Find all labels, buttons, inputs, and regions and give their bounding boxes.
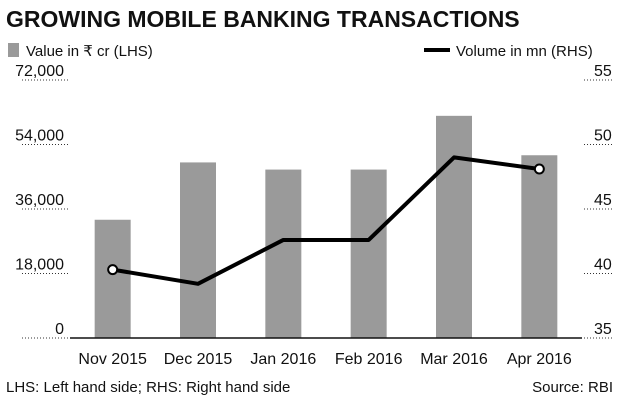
bar-dec-2015 [180, 162, 216, 338]
x-axis-tick-label: Mar 2016 [420, 351, 488, 368]
bar-feb-2016 [350, 169, 387, 338]
left-axis-tick-label: 72,000 [15, 63, 64, 80]
bar-jan-2016 [265, 169, 302, 338]
left-axis-tick-label: 18,000 [15, 257, 64, 274]
source-note: Source: RBI [532, 379, 613, 396]
x-axis-tick-label: Dec 2015 [164, 351, 233, 368]
legend-bar-swatch [8, 43, 19, 57]
legend-line-label: Volume in mn (RHS) [456, 43, 593, 60]
bar-mar-2016 [436, 115, 472, 338]
right-axis-tick-label: 40 [594, 257, 612, 274]
left-axis-tick-label: 36,000 [15, 192, 64, 209]
x-axis-tick-label: Apr 2016 [507, 351, 572, 368]
right-axis-tick-label: 55 [594, 63, 612, 80]
right-axis-tick-label: 35 [594, 321, 612, 338]
volume-point-marker [533, 163, 545, 175]
plot-area: 0 18,000 36,000 54,000 72,000 35 40 45 50 55 Nov 2… [15, 63, 612, 368]
left-axis-tick-label: 0 [55, 321, 64, 338]
x-axis-tick-label: Jan 2016 [250, 351, 316, 368]
right-axis-tick-label: 50 [594, 128, 612, 145]
legend: Value in ₹ cr (LHS) Volume in mn (RHS) [8, 43, 593, 60]
x-axis-tick-label: Feb 2016 [335, 351, 403, 368]
footnote: LHS: Left hand side; RHS: Right hand sid… [6, 379, 290, 396]
right-axis-tick-label: 45 [594, 192, 612, 209]
legend-bar-label: Value in ₹ cr (LHS) [26, 43, 153, 60]
left-axis-tick-label: 54,000 [15, 128, 64, 145]
x-axis-tick-label: Nov 2015 [78, 351, 147, 368]
chart-title: GROWING MOBILE BANKING TRANSACTIONS [6, 6, 520, 32]
bar-apr-2016 [521, 155, 558, 338]
volume-point-marker [107, 264, 119, 276]
volume-line [112, 155, 540, 286]
bar-nov-2015 [94, 219, 131, 338]
